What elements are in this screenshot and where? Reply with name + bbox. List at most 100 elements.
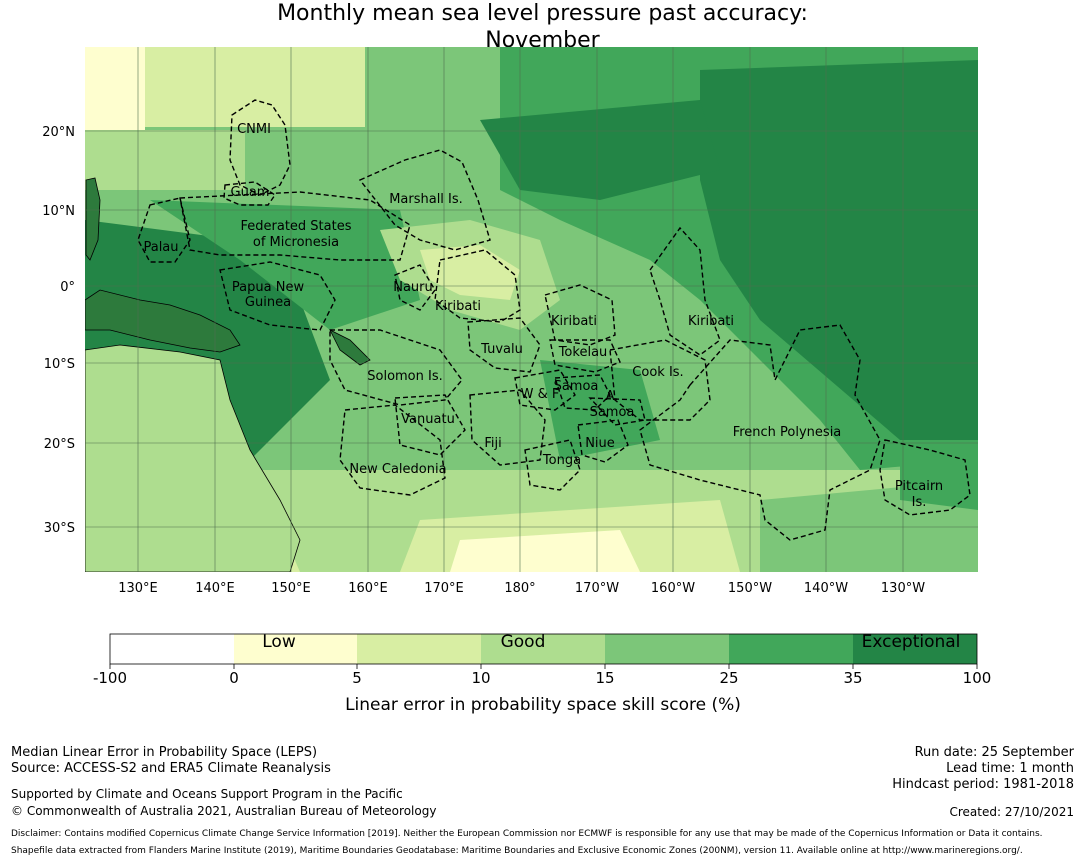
philippines (85, 177, 101, 261)
legend-swatch-6 (853, 634, 977, 664)
region-label-samoa: Samoa (554, 379, 599, 394)
legend-axis-title: Linear error in probability space skill … (345, 695, 741, 715)
lon-label-170e: 170°E (424, 581, 464, 596)
lat-label-20n: 20°N (42, 125, 75, 140)
lon-label-160e: 160°E (348, 581, 388, 596)
skill-zone-good-n (145, 47, 365, 127)
lon-label-180: 180° (504, 581, 535, 596)
legend-swatch-4 (605, 634, 729, 664)
lon-label-150e: 150°E (271, 581, 311, 596)
legend-swatch-0 (110, 634, 234, 664)
eez-guam (223, 181, 276, 206)
skill-zone-high-s (540, 360, 660, 460)
solomon-islands-coast (329, 329, 371, 366)
footer-lead-time: Lead time: 1 month (946, 761, 1074, 776)
eez-kiribati-gilbert (434, 249, 521, 323)
legend-swatch-3 (481, 634, 605, 664)
lon-axis-labels: 130°E 140°E 150°E 160°E 170°E 180° 170°W… (118, 581, 925, 596)
region-label-cnmi: CNMI (237, 122, 271, 137)
region-labels: CNMI Guam Marshall Is. Federated States … (143, 122, 943, 510)
legend-category-low: Low (262, 632, 296, 652)
eez-french-polynesia (639, 324, 881, 541)
region-label-fiji: Fiji (484, 436, 501, 451)
eez-new-caledonia (339, 404, 446, 496)
eez-vanuatu (394, 394, 466, 456)
region-label-palau: Palau (143, 240, 178, 255)
lon-label-150w: 150°W (728, 581, 772, 596)
region-label-pitcairn-line2: Is. (912, 495, 927, 510)
region-label-nauru: Nauru (393, 280, 433, 295)
lat-label-10s: 10°S (44, 357, 75, 372)
region-label-fsm-line1: Federated States (241, 219, 352, 234)
eez-boundaries (137, 99, 971, 541)
legend-tick-label-2: 5 (352, 669, 362, 687)
lat-label-10n: 10°N (42, 204, 75, 219)
legend-tick-label-6: 35 (843, 669, 862, 687)
legend-tick-label-4: 15 (595, 669, 614, 687)
footer-source: Source: ACCESS-S2 and ERA5 Climate Reana… (11, 761, 331, 776)
eez-cnmi (229, 99, 291, 196)
skill-zone-exceptional-n (480, 100, 720, 200)
legend-category-exceptional: Exceptional (862, 632, 961, 652)
region-label-kiribati-east: Kiribati (688, 314, 734, 329)
region-label-new-caledonia: New Caledonia (349, 462, 446, 477)
footer-support: Supported by Climate and Oceans Support … (11, 787, 403, 801)
eez-wallis-futuna (514, 369, 576, 411)
lon-label-130w: 130°W (881, 581, 925, 596)
region-label-tuvalu: Tuvalu (480, 342, 523, 357)
region-label-pitcairn-line1: Pitcairn (895, 479, 943, 494)
eez-png (219, 261, 336, 331)
lat-label-30s: 30°S (44, 521, 75, 536)
region-label-guam: Guam (231, 185, 270, 200)
legend-tick-label-5: 25 (719, 669, 738, 687)
map-title: Monthly mean sea level pressure past acc… (0, 0, 1085, 54)
legend-tick-label-1: 0 (229, 669, 239, 687)
legend-swatch-1 (234, 634, 357, 664)
footer-method: Median Linear Error in Probability Space… (11, 745, 318, 760)
legend-frame (109, 633, 978, 665)
region-label-kiribati-central: Kiribati (551, 314, 597, 329)
lon-label-130e: 130°E (118, 581, 158, 596)
eez-tonga (524, 439, 581, 491)
region-label-cook: Cook Is. (632, 365, 683, 380)
eez-niue (577, 419, 629, 463)
eez-american-samoa (588, 397, 646, 426)
skill-zone-exceptional-ne (700, 60, 978, 440)
footer-copyright: © Commonwealth of Australia 2021, Austra… (11, 804, 437, 818)
landmasses (85, 177, 371, 572)
region-label-wallis-futuna: W & F (521, 387, 560, 402)
map-figure: 20°N 10°N 0° 10°S 20°S 30°S 130°E 140°E … (42, 47, 991, 715)
lat-label-0: 0° (60, 280, 75, 295)
lon-label-170w: 170°W (575, 581, 619, 596)
eez-nauru (394, 264, 436, 311)
footer-created: Created: 27/10/2021 (949, 805, 1074, 819)
footer-run-date: Run date: 25 September (914, 745, 1074, 760)
region-label-png-line1: Papua New (232, 280, 305, 295)
footer-hindcast: Hindcast period: 1981-2018 (892, 777, 1074, 792)
eez-solomon (329, 329, 463, 406)
region-label-kiribati-west: Kiribati (435, 299, 481, 314)
eez-fiji (469, 389, 546, 466)
region-label-tokelau: Tokelau (558, 345, 608, 360)
region-label-solomon: Solomon Is. (367, 369, 443, 384)
region-label-vanuatu: Vanuatu (401, 412, 455, 427)
lon-label-160w: 160°W (651, 581, 695, 596)
region-label-tonga: Tonga (542, 453, 581, 468)
footer-disclaimer: Disclaimer: Contains modified Copernicus… (11, 829, 1043, 839)
legend-tick-label-7: 100 (963, 669, 992, 687)
legend-swatch-2 (357, 634, 481, 664)
australia (85, 344, 301, 572)
region-label-niue: Niue (585, 436, 615, 451)
eez-kiribati-line (649, 226, 721, 356)
region-label-png-line2: Guinea (245, 295, 291, 310)
eez-pitcairn (879, 439, 971, 516)
graticule (85, 47, 978, 572)
legend-colorbar: Low Good Exceptional -100 0 5 10 15 25 3… (93, 632, 991, 715)
eez-cook-north (609, 339, 711, 421)
region-label-american-samoa-line1: A. (606, 389, 619, 404)
footer-shapefile-credit: Shapefile data extracted from Flanders M… (11, 846, 1023, 856)
eez-tokelau (549, 339, 621, 373)
region-label-fsm-line2: of Micronesia (253, 235, 339, 250)
legend-swatch-5 (729, 634, 853, 664)
region-label-french-polynesia: French Polynesia (733, 425, 842, 440)
